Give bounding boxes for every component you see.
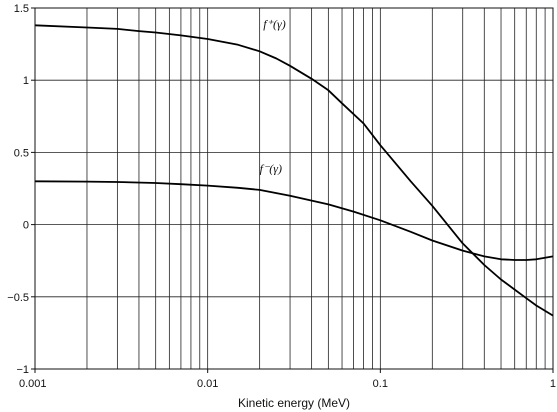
series-line-2	[34, 180, 554, 261]
series-lines	[34, 24, 554, 317]
y-axis-ticks: 1.5 1 0.5 0 −0.5 −1	[7, 3, 35, 376]
series-label-1: f⁺(γ)	[263, 17, 285, 31]
x-tick-label: 0.001	[19, 378, 47, 390]
y-tick-label: −0.5	[7, 292, 29, 304]
plot-frame	[34, 7, 554, 370]
x-axis-title: Kinetic energy (MeV)	[238, 396, 350, 410]
grid-lines	[34, 7, 553, 370]
series-label-2: f⁻(γ)	[260, 162, 282, 176]
y-tick-label: 1	[23, 75, 29, 87]
x-tick-label: 0.1	[373, 378, 388, 390]
series-labels: f⁺(γ) f⁻(γ)	[260, 17, 286, 175]
x-tick-label: 0.01	[197, 378, 218, 390]
y-tick-label: 0	[23, 220, 29, 232]
series-line-1	[34, 24, 554, 317]
x-tick-label: 1	[550, 378, 556, 390]
x-axis-ticks: 0.001 0.01 0.1 1	[19, 369, 556, 390]
y-tick-label: −1	[16, 364, 29, 376]
y-tick-label: 0.5	[14, 147, 29, 159]
y-tick-label: 1.5	[14, 3, 29, 15]
